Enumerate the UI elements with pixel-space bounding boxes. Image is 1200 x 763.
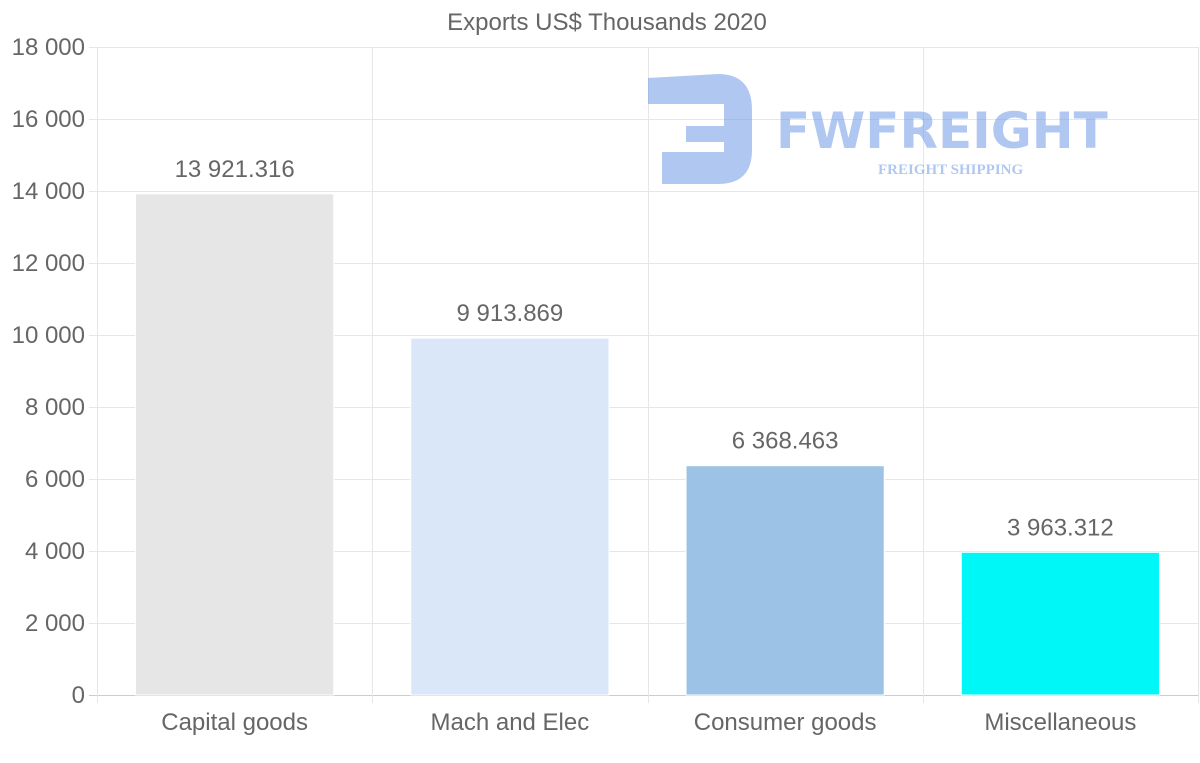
watermark-tagline: FREIGHT SHIPPING [878,162,1023,178]
y-tick-label: 14 000 [12,178,85,205]
y-tick-label: 12 000 [12,250,85,277]
x-tick-label: Mach and Elec [430,709,589,736]
watermark: FWFREIGHT FREIGHT SHIPPING [648,74,1108,184]
y-tick-label: 6 000 [25,466,85,493]
x-tick-label: Consumer goods [694,709,877,736]
bar-data-label: 3 963.312 [1007,514,1114,541]
x-axis-ticks: Capital goods Mach and Elec Consumer goods… [161,709,1136,736]
bar-mach-and-elec [410,337,610,696]
x-tick-label: Capital goods [161,709,308,736]
bar-data-label: 13 921.316 [175,156,295,183]
y-axis-ticks: 0 2 000 4 000 6 000 8 000 10 000 12 000 14 000 1… [12,34,85,709]
bar-data-label: 6 368.463 [732,428,839,455]
x-tick-label: Miscellaneous [984,709,1136,736]
y-tick-label: 2 000 [25,610,85,637]
bar-consumer-goods [685,465,885,696]
bar-data-label: 9 913.869 [456,300,563,327]
watermark-brand: FWFREIGHT [776,102,1108,160]
y-tick-label: 8 000 [25,394,85,421]
bar-capital-goods [135,193,335,696]
y-tick-label: 18 000 [12,34,85,61]
bar-miscellaneous [960,551,1160,696]
y-tick-label: 0 [72,682,85,709]
bars [135,193,1160,696]
data-labels: 13 921.316 9 913.869 6 368.463 3 963.312 [175,156,1114,541]
y-tick-label: 16 000 [12,106,85,133]
y-tick-label: 10 000 [12,322,85,349]
chart-title: Exports US$ Thousands 2020 [447,9,767,36]
y-tick-label: 4 000 [25,538,85,565]
fwfreight-logo-icon [648,74,752,184]
